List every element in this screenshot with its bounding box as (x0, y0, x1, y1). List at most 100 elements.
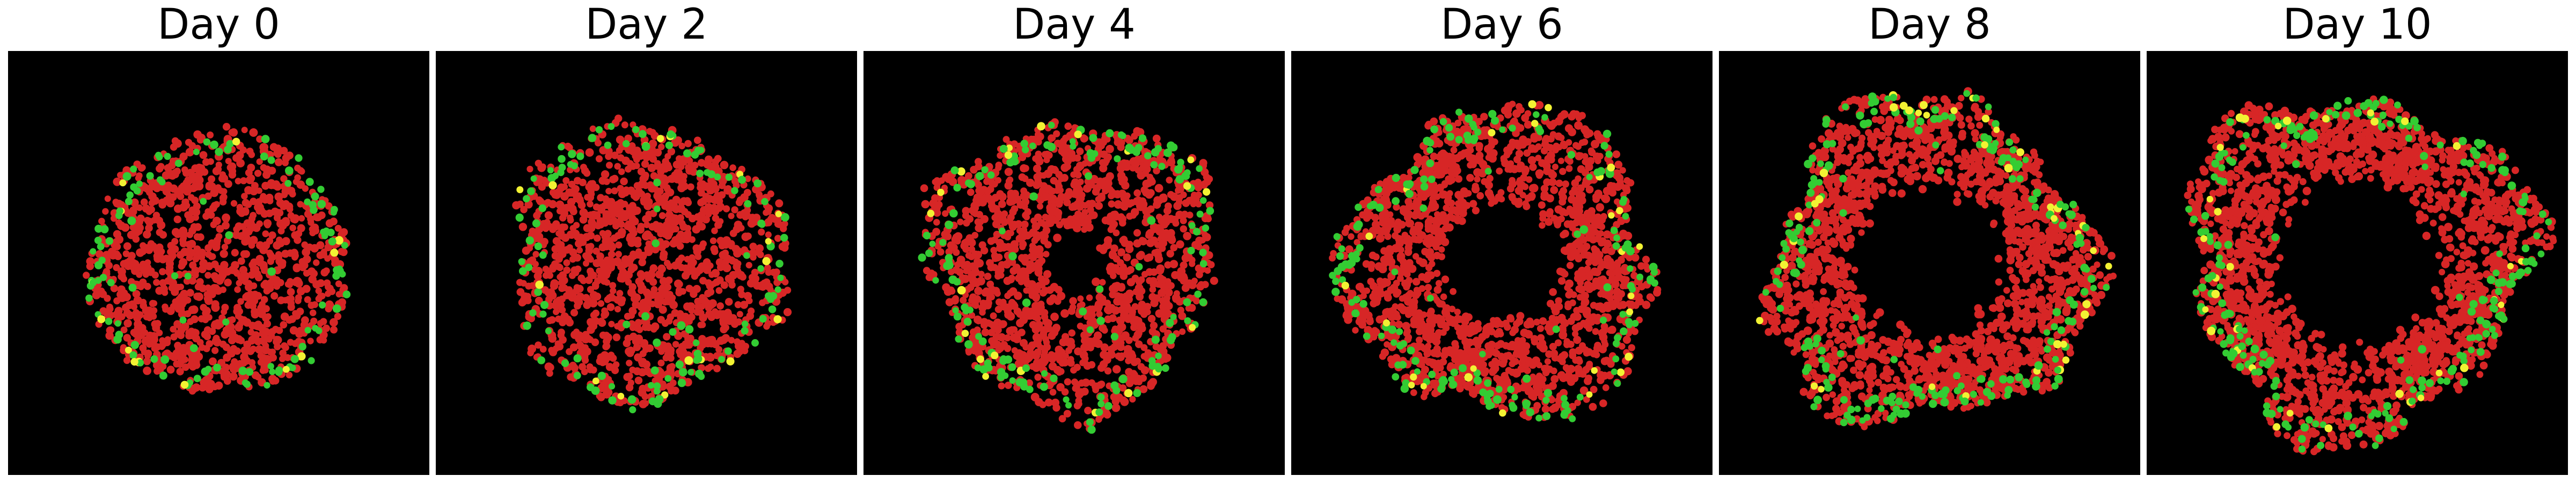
red-cell (254, 323, 261, 330)
green-cell (954, 313, 962, 321)
red-cell (262, 230, 269, 237)
red-cell (671, 236, 679, 244)
green-cell (759, 221, 766, 228)
red-cell (617, 185, 624, 192)
cell-colony-plot (1291, 51, 1713, 475)
red-cell (113, 311, 121, 319)
red-cell (1036, 180, 1043, 187)
red-cell (569, 290, 576, 298)
green-cell (164, 153, 171, 160)
red-cell (520, 206, 528, 214)
green-cell (90, 279, 97, 287)
red-cell (1179, 328, 1185, 335)
red-cell (563, 267, 570, 274)
red-cell (1182, 211, 1188, 217)
red-cell (711, 269, 720, 277)
green-cell (629, 406, 636, 413)
green-cell (1193, 228, 1201, 236)
red-cell (694, 303, 701, 310)
red-cell (561, 284, 568, 291)
red-cell (173, 140, 182, 148)
red-cell (628, 266, 635, 273)
red-cell (569, 362, 577, 369)
red-cell (1126, 137, 1133, 144)
red-cell (282, 297, 289, 303)
red-cell (976, 224, 983, 232)
yellow-cell (927, 210, 934, 217)
green-cell (268, 363, 274, 369)
green-cell (295, 154, 302, 162)
red-cell (1035, 269, 1043, 277)
green-cell (769, 305, 777, 313)
yellow-cell (957, 286, 966, 295)
green-cell (1199, 248, 1206, 256)
green-cell (331, 206, 338, 214)
green-cell (1119, 375, 1128, 383)
red-cell (995, 269, 1002, 276)
green-cell (527, 187, 535, 195)
red-cell (735, 247, 742, 254)
red-cell (1150, 268, 1158, 276)
cell-colony-plot (8, 51, 429, 475)
red-cell (1023, 191, 1030, 199)
red-cell (737, 286, 744, 292)
red-cell (1121, 236, 1128, 243)
red-cell (543, 225, 550, 232)
red-cell (630, 163, 637, 170)
red-cell (237, 298, 244, 305)
red-cell (621, 261, 628, 268)
red-cell (222, 214, 230, 222)
green-cell (1199, 298, 1208, 306)
red-cell (658, 144, 664, 150)
red-cell (633, 343, 641, 351)
red-cell (590, 312, 597, 319)
green-cell (1087, 426, 1095, 434)
green-cell (129, 284, 137, 292)
red-cell (582, 334, 591, 342)
red-cell (1092, 277, 1100, 286)
red-cell (651, 286, 658, 293)
red-cell (287, 288, 295, 296)
red-cell (964, 262, 970, 268)
red-cell (681, 313, 690, 321)
red-cell (621, 121, 628, 128)
red-cell (220, 250, 228, 258)
green-cell (318, 200, 326, 209)
red-cell (1015, 220, 1023, 228)
red-cell (1140, 201, 1147, 208)
red-cell (921, 200, 930, 209)
red-cell (995, 306, 1002, 313)
green-cell (964, 340, 973, 349)
green-cell (106, 237, 113, 245)
green-cell (316, 327, 323, 334)
red-cell (211, 260, 219, 268)
red-cell (712, 215, 720, 222)
red-cell (663, 225, 671, 233)
green-cell (979, 338, 986, 345)
red-cell (291, 250, 298, 257)
yellow-cell (977, 355, 984, 363)
green-cell (1135, 263, 1143, 270)
yellow-cell (618, 393, 625, 400)
red-cell (192, 334, 200, 342)
red-cell (243, 272, 250, 279)
red-cell (564, 259, 570, 266)
red-cell (1015, 349, 1023, 357)
red-cell (229, 129, 236, 136)
red-cell (642, 324, 649, 331)
red-cell (988, 178, 994, 184)
green-cell (1118, 131, 1125, 138)
panel-day-2: Day 2 (436, 0, 857, 483)
green-cell (651, 367, 659, 375)
green-cell (1189, 222, 1196, 229)
red-cell (691, 273, 699, 280)
green-cell (264, 382, 270, 389)
red-cell (526, 166, 533, 172)
green-cell (1200, 260, 1208, 268)
red-cell (1119, 219, 1126, 227)
red-cell (613, 333, 620, 341)
red-cell (635, 334, 643, 343)
red-cell (155, 217, 163, 225)
red-cell (1137, 251, 1145, 258)
red-cell (208, 239, 216, 247)
